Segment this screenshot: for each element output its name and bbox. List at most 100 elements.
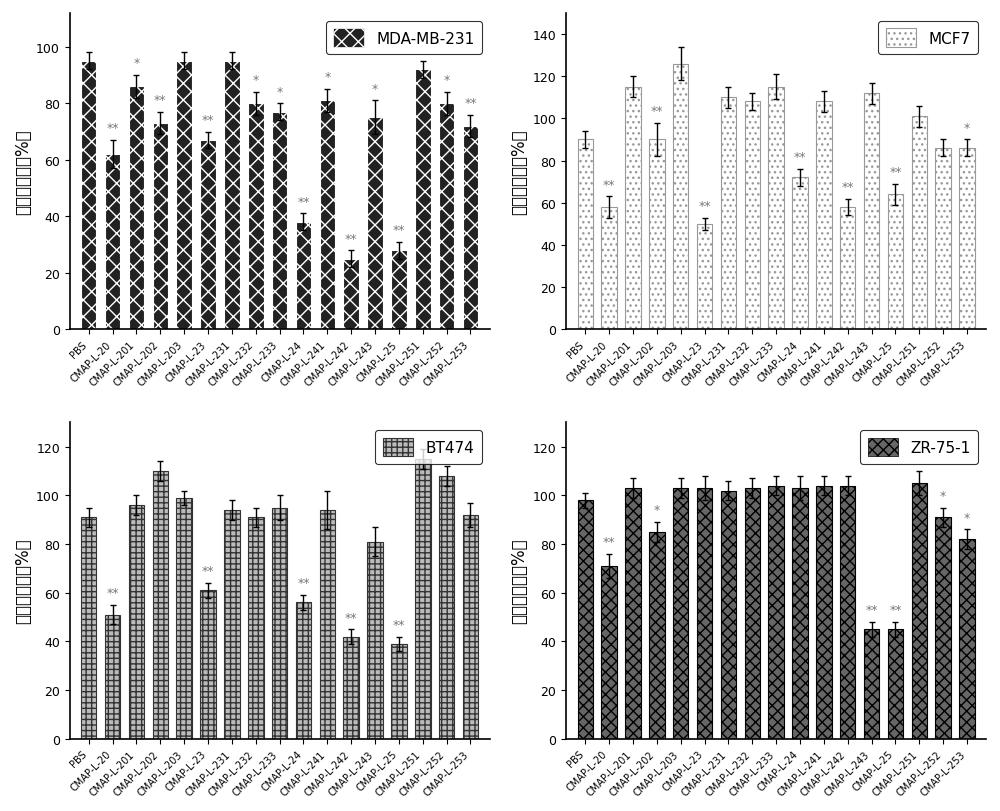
- Bar: [415, 71, 431, 330]
- Legend: MCF7: MCF7: [878, 22, 978, 55]
- Bar: [673, 488, 688, 739]
- Text: **: **: [297, 195, 310, 208]
- Bar: [200, 590, 216, 739]
- Text: *: *: [133, 58, 140, 71]
- Text: **: **: [202, 564, 214, 577]
- Bar: [601, 208, 617, 330]
- Bar: [888, 629, 903, 739]
- Text: **: **: [603, 178, 615, 191]
- Bar: [391, 251, 407, 330]
- Bar: [912, 483, 927, 739]
- Text: *: *: [940, 489, 946, 502]
- Bar: [439, 104, 454, 330]
- Bar: [673, 64, 688, 330]
- Legend: BT474: BT474: [375, 431, 482, 465]
- Text: **: **: [154, 94, 167, 107]
- Text: **: **: [889, 603, 902, 616]
- Bar: [272, 508, 287, 739]
- Bar: [272, 113, 287, 330]
- Bar: [601, 566, 617, 739]
- Bar: [625, 88, 641, 330]
- Bar: [105, 615, 120, 739]
- Bar: [367, 118, 383, 330]
- Text: *: *: [964, 122, 970, 135]
- Bar: [768, 88, 784, 330]
- Bar: [816, 486, 832, 739]
- Bar: [625, 488, 641, 739]
- Bar: [463, 515, 478, 739]
- Bar: [129, 505, 144, 739]
- Bar: [391, 644, 407, 739]
- Text: **: **: [889, 166, 902, 179]
- Bar: [320, 510, 335, 739]
- Text: **: **: [794, 151, 806, 164]
- Text: **: **: [202, 114, 214, 127]
- Bar: [792, 488, 808, 739]
- Text: **: **: [106, 122, 119, 135]
- Bar: [697, 225, 712, 330]
- Text: **: **: [651, 105, 663, 118]
- Bar: [792, 178, 808, 330]
- Bar: [248, 104, 264, 330]
- Bar: [745, 488, 760, 739]
- Text: **: **: [393, 618, 405, 631]
- Bar: [343, 260, 359, 330]
- Bar: [935, 148, 951, 330]
- Y-axis label: 细胞存活率（%）: 细胞存活率（%）: [14, 538, 32, 624]
- Legend: MDA-MB-231: MDA-MB-231: [326, 22, 482, 55]
- Text: *: *: [964, 511, 970, 524]
- Bar: [296, 223, 311, 330]
- Text: *: *: [372, 83, 378, 96]
- Text: *: *: [654, 504, 660, 517]
- Bar: [129, 88, 144, 330]
- Bar: [578, 140, 593, 330]
- Bar: [224, 510, 240, 739]
- Bar: [320, 101, 335, 330]
- Text: **: **: [698, 200, 711, 212]
- Bar: [840, 486, 855, 739]
- Y-axis label: 细胞存活率（%）: 细胞存活率（%）: [14, 129, 32, 215]
- Bar: [745, 102, 760, 330]
- Bar: [415, 459, 431, 739]
- Text: **: **: [106, 586, 119, 599]
- Bar: [176, 62, 192, 330]
- Bar: [367, 542, 383, 739]
- Text: **: **: [393, 224, 405, 237]
- Bar: [721, 491, 736, 739]
- Bar: [721, 98, 736, 330]
- Bar: [816, 102, 832, 330]
- Bar: [81, 517, 96, 739]
- Bar: [864, 94, 879, 330]
- Bar: [649, 532, 665, 739]
- Text: **: **: [345, 611, 357, 624]
- Bar: [959, 148, 975, 330]
- Bar: [176, 498, 192, 739]
- Bar: [912, 117, 927, 330]
- Bar: [439, 476, 454, 739]
- Bar: [768, 486, 784, 739]
- Bar: [343, 637, 359, 739]
- Text: **: **: [464, 97, 477, 109]
- Text: **: **: [297, 577, 310, 590]
- Text: **: **: [865, 603, 878, 616]
- Text: *: *: [276, 85, 283, 98]
- Text: **: **: [841, 181, 854, 194]
- Bar: [578, 500, 593, 739]
- Bar: [153, 124, 168, 330]
- Text: **: **: [345, 232, 357, 245]
- Bar: [888, 195, 903, 330]
- Text: *: *: [324, 71, 330, 84]
- Bar: [935, 517, 951, 739]
- Bar: [105, 155, 120, 330]
- Bar: [840, 208, 855, 330]
- Y-axis label: 细胞存活率（%）: 细胞存活率（%）: [510, 129, 528, 215]
- Bar: [248, 517, 264, 739]
- Bar: [697, 488, 712, 739]
- Bar: [463, 127, 478, 330]
- Bar: [296, 603, 311, 739]
- Text: **: **: [603, 535, 615, 548]
- Bar: [224, 62, 240, 330]
- Bar: [959, 539, 975, 739]
- Legend: ZR-75-1: ZR-75-1: [860, 431, 978, 465]
- Y-axis label: 细胞存活率（%）: 细胞存活率（%）: [510, 538, 528, 624]
